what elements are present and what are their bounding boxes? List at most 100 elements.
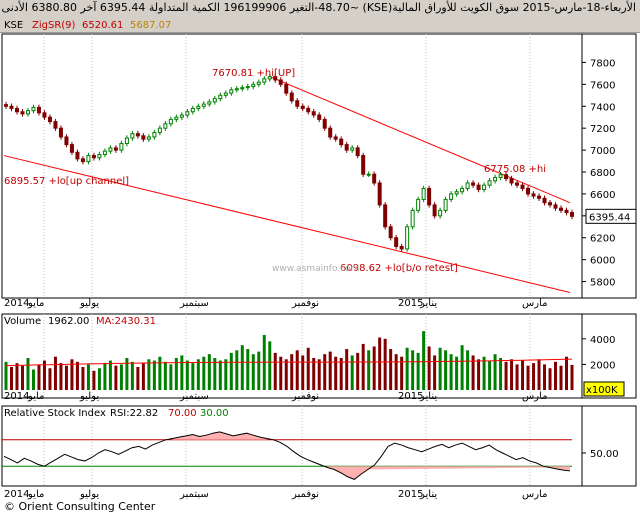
candle-body [476, 184, 481, 191]
candle-body [410, 209, 415, 228]
volume-bar [367, 350, 371, 390]
volume-bar [339, 358, 343, 390]
candle-body [124, 137, 129, 145]
rsi-y-tick-label: 50.00 [590, 449, 619, 460]
candle-body [542, 197, 547, 204]
candle-body [416, 198, 421, 211]
candle-body [366, 173, 371, 176]
candle-body [526, 187, 531, 195]
candle-body [443, 198, 448, 211]
volume-bar [488, 360, 492, 390]
candle-body [465, 182, 470, 189]
candle-body [102, 150, 107, 155]
price-legend-value: 5687.07 [130, 20, 171, 31]
volume-bar [240, 345, 244, 390]
candle-body [460, 187, 465, 193]
volume-bar [70, 359, 74, 390]
volume-bar [471, 355, 475, 390]
volume-bar [389, 349, 393, 390]
volume-bar [103, 363, 107, 390]
volume-bar [405, 347, 409, 390]
candle-body [20, 111, 25, 115]
candle-body [42, 112, 47, 118]
volume-bar [158, 356, 162, 390]
volume-bar [202, 356, 206, 390]
volume-bar [20, 365, 24, 390]
x-tick-label: مايو [27, 298, 44, 309]
x-tick-label: مايو [27, 391, 44, 402]
candle-body [108, 147, 113, 152]
candle-body [432, 204, 437, 217]
candle-body [284, 83, 289, 94]
x-tick-label: يوليو [79, 298, 99, 309]
volume-bar [174, 358, 178, 390]
x-tick-label: 2014 [4, 298, 29, 309]
rsi-legend-value: RSI:22.82 [110, 408, 158, 419]
candle-body [185, 111, 190, 116]
candle-body [311, 111, 316, 116]
candle-body [531, 193, 536, 197]
volume-bar [433, 355, 437, 390]
candle-body [113, 147, 118, 151]
candle-body [141, 135, 146, 140]
candle-body [53, 121, 58, 129]
candle-body [350, 147, 355, 151]
volume-bar [334, 356, 338, 390]
volume-bar [224, 359, 228, 390]
candle-body [240, 87, 245, 90]
candle-body [438, 209, 443, 217]
candle-body [559, 207, 564, 211]
volume-bar [59, 363, 63, 390]
candle-body [245, 86, 250, 89]
volume-bar [301, 355, 305, 390]
volume-bar [125, 358, 129, 390]
candle-body [377, 182, 382, 206]
candle-body [14, 107, 19, 113]
volume-bar [130, 361, 134, 390]
candle-body [168, 118, 173, 125]
volume-bar [141, 363, 145, 390]
x-tick-label: مايو [27, 489, 44, 500]
volume-bar [317, 359, 321, 390]
x-tick-label: يوليو [79, 489, 99, 500]
volume-bar [119, 364, 123, 390]
volume-bar [37, 364, 41, 390]
x-tick-label: 2014 [4, 489, 29, 500]
candle-body [394, 237, 399, 248]
volume-bar [394, 354, 398, 390]
volume-bar [411, 350, 415, 390]
volume-bar [229, 352, 233, 390]
volume-bar [537, 359, 541, 390]
volume-bar [284, 359, 288, 390]
volume-bar [400, 356, 404, 390]
volume-unit-box [583, 381, 625, 397]
candle-body [251, 83, 256, 88]
volume-bar [422, 331, 426, 390]
candle-body [454, 191, 459, 195]
volume-bar [477, 359, 481, 390]
price-y-tick-label: 7200 [590, 124, 615, 135]
price-legend-name: KSE [4, 20, 23, 31]
candle-body [570, 212, 574, 217]
x-tick-label: يناير [419, 489, 437, 500]
candle-body [190, 107, 195, 113]
volume-bar [532, 363, 536, 390]
candle-body [86, 155, 91, 163]
rsi-legend-level-low: 30.00 [200, 408, 229, 419]
volume-bar [152, 360, 156, 390]
volume-unit-label: x100K [586, 385, 618, 396]
x-tick-label: 2015 [398, 391, 423, 402]
candle-body [201, 103, 206, 107]
panel-frame [1, 405, 583, 487]
volume-bar [185, 360, 189, 390]
volume-bar [510, 359, 514, 390]
volume-bar [521, 360, 525, 390]
volume-bar [4, 361, 8, 390]
candle-body [91, 155, 96, 159]
legend-bar [0, 16, 640, 33]
candle-body [152, 132, 157, 138]
header-quote-text: الأربعاء-18-مارس-2015 سوق الكويت للأوراق… [0, 1, 636, 14]
volume-bar [482, 356, 486, 390]
volume-bar [53, 356, 57, 390]
volume-bar [86, 364, 90, 390]
